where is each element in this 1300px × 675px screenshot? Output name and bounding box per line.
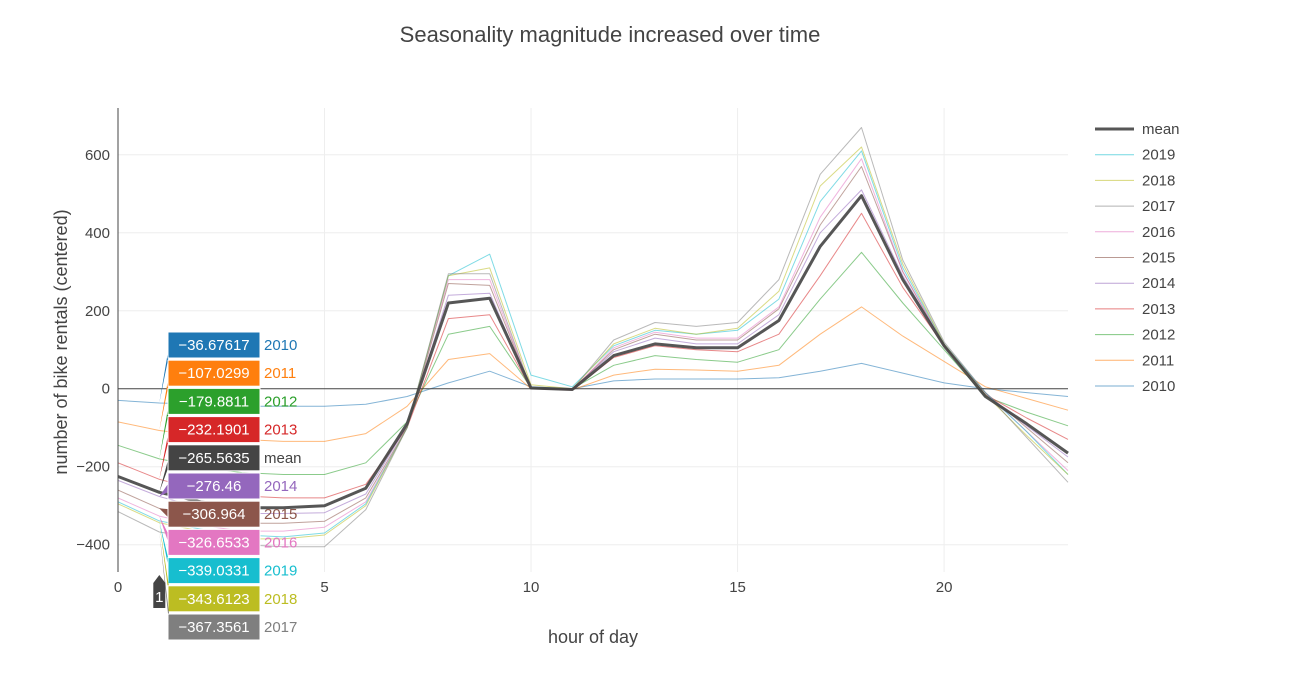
legend-label-2018: 2018 (1142, 172, 1175, 189)
legend-label-2017: 2017 (1142, 198, 1175, 215)
y-tick-label: −200 (76, 459, 110, 476)
hover-box-2014 (167, 472, 261, 500)
grid (118, 108, 1068, 572)
y-tick-label: 400 (85, 225, 110, 242)
legend: mean 2019 2018 2017 2016 2015 2014 2013 2012 2011… (1095, 121, 1180, 395)
hover-name-2018: 2018 (264, 591, 297, 608)
x-tick-label: 5 (320, 579, 328, 596)
hover-box-2016 (167, 528, 261, 556)
hover-value-2015: −306.964 (183, 506, 246, 523)
hover-value-2019: −339.0331 (178, 563, 249, 580)
hover-box-2017 (167, 613, 261, 641)
hover-name-2016: 2016 (264, 534, 297, 551)
series-line-2010 (117, 362, 1069, 407)
legend-label-mean: mean (1142, 121, 1180, 138)
legend-label-2019: 2019 (1142, 147, 1175, 164)
y-tick-label: 200 (85, 303, 110, 320)
hover-box-2012 (167, 387, 261, 415)
x-tick-label: 10 (523, 579, 540, 596)
series-line-2017 (117, 127, 1069, 548)
hover-value-2017: −367.3561 (178, 619, 249, 636)
legend-label-2011: 2011 (1142, 352, 1174, 369)
hover-name-2019: 2019 (264, 563, 297, 580)
hover-x-box (153, 575, 166, 608)
series-lines (117, 127, 1069, 548)
legend-label-2012: 2012 (1142, 327, 1175, 344)
hover-pointer-2013 (159, 424, 170, 480)
hover-pointer-2019 (159, 520, 170, 576)
y-tick-label: 600 (85, 147, 110, 164)
hover-box-2013 (167, 416, 261, 444)
hover-box-2010 (167, 331, 261, 359)
chart-title: Seasonality magnitude increased over tim… (400, 22, 821, 47)
hover-value-2014: −276.46 (187, 478, 242, 495)
hover-pointer-mean (159, 452, 170, 493)
series-line-2012 (117, 251, 1069, 475)
hover-pointer-2016 (159, 516, 170, 548)
hover-value-2013: −232.1901 (178, 422, 249, 439)
hover-name-2015: 2015 (264, 506, 297, 523)
legend-label-2014: 2014 (1142, 275, 1175, 292)
x-tick-label: 20 (936, 579, 953, 596)
hover-name-2012: 2012 (264, 393, 297, 410)
y-tick-label: −400 (76, 537, 110, 554)
x-tick-label: 0 (114, 579, 122, 596)
hover-pointer-2011 (159, 368, 170, 431)
hover-box-2015 (167, 500, 261, 528)
hover-pointer-2017 (159, 532, 170, 632)
x-tick-label: 15 (729, 579, 746, 596)
hover-name-2010: 2010 (264, 337, 297, 354)
hover-tooltip: −36.67617 2010−107.0299 2011−179.8811 2012−… (153, 331, 302, 641)
series-line-2016 (117, 158, 1069, 532)
legend-label-2010: 2010 (1142, 378, 1175, 395)
series-line-2018 (117, 146, 1069, 540)
axes: −400 −200 0 200 400 600 0 5 10 15 20 (76, 108, 1068, 596)
hover-pointer-2010 (159, 340, 170, 403)
series-line-mean (117, 194, 1069, 510)
hover-x-label: 1 (155, 589, 163, 606)
hover-box-2011 (167, 359, 261, 387)
hover-pointer-2012 (159, 396, 170, 459)
hover-box-2019 (167, 557, 261, 585)
hover-name-2011: 2011 (264, 365, 296, 382)
legend-label-2015: 2015 (1142, 250, 1175, 267)
hover-value-mean: −265.5635 (178, 450, 249, 467)
hover-name-2014: 2014 (264, 478, 297, 495)
y-tick-label: 0 (102, 381, 110, 398)
hover-value-2011: −107.0299 (178, 365, 249, 382)
hover-name-mean: mean (264, 450, 302, 467)
hover-value-2016: −326.6533 (178, 534, 249, 551)
hover-name-2013: 2013 (264, 422, 297, 439)
hover-value-2018: −343.6123 (178, 591, 249, 608)
hover-pointer-2015 (159, 508, 170, 520)
hover-pointer-2014 (159, 481, 170, 497)
hover-box-mean (167, 444, 261, 472)
legend-label-2013: 2013 (1142, 301, 1175, 318)
series-line-2011 (117, 306, 1069, 442)
series-line-2014 (117, 189, 1069, 514)
hover-value-2010: −36.67617 (178, 337, 249, 354)
hover-name-2017: 2017 (264, 619, 297, 636)
legend-label-2016: 2016 (1142, 224, 1175, 241)
x-axis-title: hour of day (548, 627, 638, 647)
hover-value-2012: −179.8811 (179, 393, 249, 410)
hover-pointer-2018 (159, 522, 170, 604)
hover-box-2018 (167, 585, 261, 613)
y-axis-title: number of bike rentals (centered) (51, 209, 71, 474)
